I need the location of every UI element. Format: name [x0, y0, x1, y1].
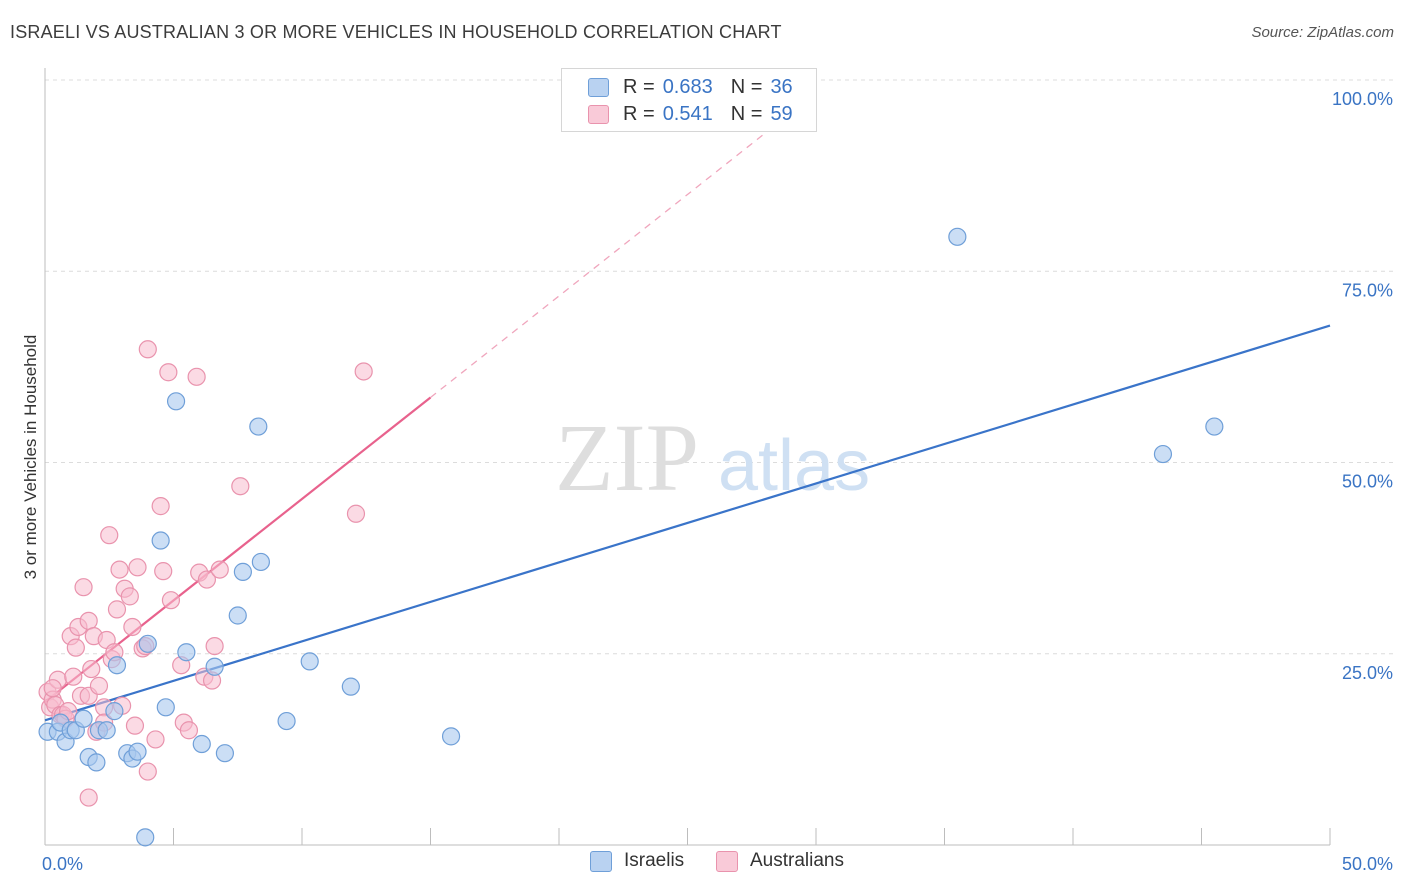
australians-point [210, 560, 229, 579]
legend-row-australians: R = 0.541 N = 59 [588, 102, 793, 126]
israelis-point [251, 552, 270, 572]
australians-point [354, 362, 373, 381]
tick-labels: 25.0% 50.0% 75.0% 100.0% 0.0% 50.0% [42, 89, 1393, 874]
israelis-point [177, 643, 196, 662]
israelis-point [228, 606, 247, 625]
legend-australians-swatch [716, 850, 738, 872]
australians-r-value: 0.541 [662, 102, 713, 125]
israelis-point [277, 711, 296, 731]
israelis-point [156, 698, 175, 717]
australians-point [197, 570, 217, 589]
israelis-point [151, 531, 170, 550]
y-tick-label: 75.0% [1342, 280, 1393, 300]
australians-n-label: N = [730, 102, 763, 125]
australians-point [43, 679, 62, 698]
israelis-point [1205, 417, 1224, 436]
x-tick-label: 50.0% [1342, 854, 1393, 874]
australians-point [159, 363, 178, 382]
australians-point [138, 340, 157, 359]
australians-point [110, 560, 129, 579]
legend-row-israelis: R = 0.683 N = 36 [588, 75, 793, 99]
correlation-legend: R = 0.683 N = 36 R = 0.541 N = 59 [561, 68, 817, 132]
australians-point [79, 788, 98, 807]
australians-swatch [588, 104, 609, 124]
israelis-point [441, 727, 461, 746]
australians-point [205, 636, 224, 656]
australians-point [107, 600, 127, 619]
source-label: Source: ZipAtlas.com [1251, 24, 1394, 41]
australians-point [89, 676, 109, 695]
watermark: ZIP atlas [555, 404, 870, 511]
legend-israelis-swatch [590, 850, 612, 872]
australians-r-label: R = [623, 102, 655, 125]
israelis-point [341, 677, 360, 696]
israelis-r-label: R = [623, 75, 655, 98]
israelis-point [300, 652, 319, 671]
israelis-point [249, 417, 268, 436]
australians-point [66, 638, 85, 657]
israelis-point [105, 702, 124, 721]
australians-point [100, 526, 119, 545]
australians-point [138, 762, 157, 781]
israelis-point [192, 734, 211, 754]
watermark-zip: ZIP [555, 404, 699, 511]
israelis-point [74, 709, 93, 728]
australians-point [82, 659, 101, 679]
australians-point [128, 558, 147, 577]
legend-item-israelis[interactable]: Israelis [590, 850, 684, 872]
australians-point [346, 504, 366, 523]
australians-point [74, 578, 93, 597]
israelis-n-label: N = [730, 75, 763, 98]
israelis-point [1153, 444, 1173, 464]
australians-point [154, 562, 173, 581]
y-axis-label: 3 or more Vehicles in Household [21, 335, 40, 580]
israelis-point [128, 742, 147, 761]
australians-point [187, 367, 206, 386]
israelis-point [948, 227, 967, 246]
israelis-point [87, 753, 106, 772]
israelis-point [136, 828, 155, 847]
israelis-point [205, 657, 224, 676]
series-legend: Israelis Australians [0, 850, 1406, 878]
israelis-r-value: 0.683 [662, 75, 713, 98]
legend-israelis-label: Israelis [624, 850, 685, 871]
israelis-n-value: 36 [770, 75, 793, 98]
y-tick-label: 25.0% [1342, 663, 1393, 683]
australians-point [146, 730, 165, 749]
x-tick-label: 0.0% [42, 854, 83, 874]
data-points [38, 227, 1224, 847]
australians-trend-extension [430, 92, 817, 398]
legend-item-australians[interactable]: Australians [716, 850, 844, 872]
israelis-point [97, 721, 116, 740]
israelis-point [233, 562, 252, 581]
australians-point [231, 477, 250, 496]
chart-title: ISRAELI VS AUSTRALIAN 3 OR MORE VEHICLES… [10, 22, 782, 42]
y-tick-label: 50.0% [1342, 472, 1393, 492]
israelis-point [166, 392, 186, 411]
y-tick-label: 100.0% [1332, 89, 1393, 109]
israelis-point [138, 634, 157, 653]
australians-point [161, 591, 181, 610]
israelis-point [107, 656, 127, 675]
australians-point [79, 611, 98, 630]
israelis-point [215, 744, 234, 763]
watermark-atlas: atlas [718, 426, 870, 506]
australians-point [179, 721, 199, 740]
israelis-swatch [588, 77, 609, 97]
australians-n-value: 59 [770, 102, 793, 125]
australians-point [64, 667, 83, 686]
australians-trend-line [44, 396, 432, 703]
australians-point [123, 617, 142, 637]
australians-point [125, 716, 145, 735]
legend-australians-label: Australians [750, 850, 844, 871]
australians-point [151, 497, 170, 516]
australians-point [120, 587, 139, 606]
israelis-trend-line [44, 324, 1331, 722]
axes [44, 68, 1331, 846]
